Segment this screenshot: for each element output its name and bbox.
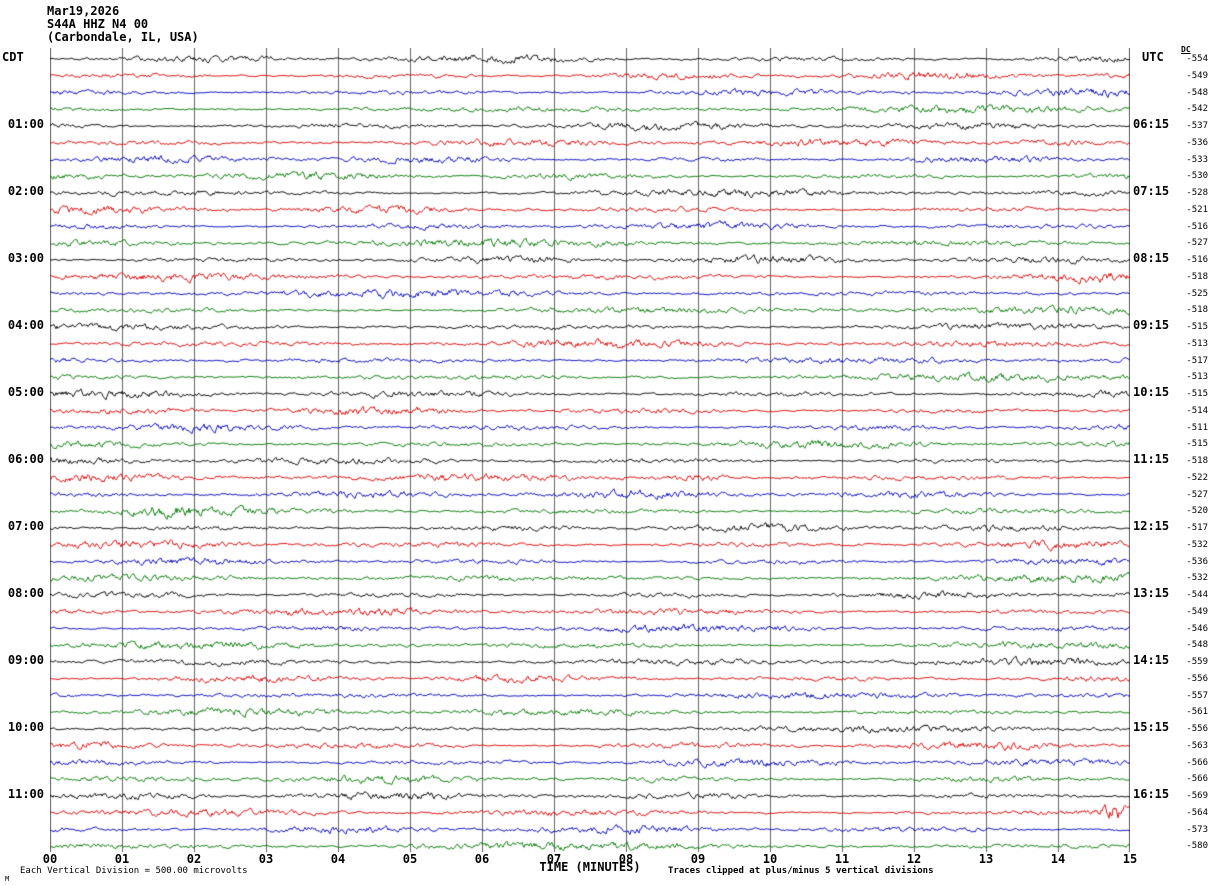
dc-offset-value: -511 xyxy=(1186,422,1208,433)
corner-mark: M xyxy=(5,875,10,883)
dc-offset-value: -533 xyxy=(1186,154,1208,165)
dc-offset-value: -532 xyxy=(1186,539,1208,550)
dc-offset-value: -522 xyxy=(1186,472,1208,483)
dc-offset-value: -513 xyxy=(1186,338,1208,349)
dc-offset-value: -517 xyxy=(1186,355,1208,366)
minute-tick: 02 xyxy=(186,852,202,866)
cdt-hour-label: 05:00 xyxy=(7,385,44,399)
utc-hour-label: 06:15 xyxy=(1133,117,1170,131)
minute-tick: 01 xyxy=(114,852,130,866)
dc-offset-value: -537 xyxy=(1186,121,1208,131)
cdt-hour-label: 01:00 xyxy=(7,117,44,131)
dc-offset-value: -536 xyxy=(1186,556,1208,567)
dc-offset-value: -513 xyxy=(1186,372,1208,383)
dc-offset-value: -549 xyxy=(1186,70,1208,81)
utc-hour-label: 16:15 xyxy=(1133,787,1170,801)
cdt-hour-label: 08:00 xyxy=(7,586,44,600)
dc-offset-value: -518 xyxy=(1186,305,1208,316)
dc-offset-value: -520 xyxy=(1186,506,1208,517)
minute-tick: 08 xyxy=(618,852,634,866)
dc-offset-value: -527 xyxy=(1186,489,1208,500)
dc-offset-value: -559 xyxy=(1186,657,1208,667)
dc-offset-value: -561 xyxy=(1186,707,1208,718)
cdt-hour-label: 11:00 xyxy=(7,787,44,801)
minute-tick: 07 xyxy=(546,852,562,866)
dc-offset-value: -556 xyxy=(1186,673,1208,684)
minute-tick: 13 xyxy=(978,852,994,866)
dc-offset-value: -573 xyxy=(1186,824,1208,835)
dc-offset-value: -518 xyxy=(1186,271,1208,282)
cdt-hour-label: 10:00 xyxy=(7,720,44,734)
minute-tick: 11 xyxy=(834,852,850,866)
utc-hour-label: 14:15 xyxy=(1133,653,1170,667)
dc-offset-value: -518 xyxy=(1186,456,1208,466)
dc-offset-value: -516 xyxy=(1186,221,1208,232)
dc-offset-value: -516 xyxy=(1186,255,1208,265)
dc-offset-value: -566 xyxy=(1186,774,1208,785)
dc-offset-value: -515 xyxy=(1186,439,1208,450)
dc-offset-value: -528 xyxy=(1186,188,1208,198)
dc-offset-value: -515 xyxy=(1186,322,1208,332)
utc-hour-label: 12:15 xyxy=(1133,519,1170,533)
dc-offset-value: -569 xyxy=(1186,791,1208,801)
minute-tick: 00 xyxy=(42,852,58,866)
dc-offset-value: -564 xyxy=(1186,807,1208,818)
dc-offset-value: -544 xyxy=(1186,590,1208,600)
title-station-code: S44A HHZ N4 00 xyxy=(47,17,149,31)
dc-offset-value: -517 xyxy=(1186,523,1208,533)
seismogram-trace-plot xyxy=(50,48,1130,852)
utc-hour-label: 07:15 xyxy=(1133,184,1170,198)
cdt-hour-label: 09:00 xyxy=(7,653,44,667)
title-station-location: (Carbondale, IL, USA) xyxy=(47,30,199,44)
dc-offset-value: -521 xyxy=(1186,204,1208,215)
dc-offset-value: -515 xyxy=(1186,389,1208,399)
utc-hour-label: 15:15 xyxy=(1133,720,1170,734)
minute-tick: 05 xyxy=(402,852,418,866)
utc-hour-label: 09:15 xyxy=(1133,318,1170,332)
utc-hour-label: 13:15 xyxy=(1133,586,1170,600)
dc-offset-value: -514 xyxy=(1186,405,1208,416)
dc-offset-value: -532 xyxy=(1186,573,1208,584)
cdt-hour-label: 02:00 xyxy=(7,184,44,198)
dc-offset-value: -525 xyxy=(1186,288,1208,299)
dc-offset-value: -536 xyxy=(1186,137,1208,148)
x-axis-label: TIME (MINUTES) xyxy=(539,860,641,874)
dc-offset-value: -542 xyxy=(1186,104,1208,115)
dc-offset-value: -527 xyxy=(1186,238,1208,249)
minute-tick: 03 xyxy=(258,852,274,866)
left-timezone-header: CDT xyxy=(2,50,24,64)
dc-offset-value: -548 xyxy=(1186,87,1208,98)
cdt-hour-label: 07:00 xyxy=(7,519,44,533)
footer-scale-note: Each Vertical Division = 500.00 microvol… xyxy=(20,866,248,876)
dc-offset-value: -566 xyxy=(1186,757,1208,768)
footer-clip-note: Traces clipped at plus/minus 5 vertical … xyxy=(668,866,934,876)
dc-offset-value: -563 xyxy=(1186,740,1208,751)
dc-offset-value: -530 xyxy=(1186,171,1208,182)
cdt-hour-label: 03:00 xyxy=(7,251,44,265)
title-date: Mar19,2026 xyxy=(47,4,120,18)
dc-offset-value: -549 xyxy=(1186,606,1208,617)
minute-tick: 04 xyxy=(330,852,346,866)
dc-offset-value: -580 xyxy=(1186,841,1208,852)
minute-tick: 14 xyxy=(1050,852,1066,866)
dc-offset-header: DC xyxy=(1181,45,1191,54)
dc-offset-value: -546 xyxy=(1186,623,1208,634)
minute-tick: 06 xyxy=(474,852,490,866)
utc-hour-label: 11:15 xyxy=(1133,452,1170,466)
minute-tick: 09 xyxy=(690,852,706,866)
minute-tick: 10 xyxy=(762,852,778,866)
dc-offset-value: -556 xyxy=(1186,724,1208,734)
cdt-hour-label: 06:00 xyxy=(7,452,44,466)
minute-tick: 15 xyxy=(1122,852,1138,866)
utc-hour-label: 08:15 xyxy=(1133,251,1170,265)
dc-offset-value: -554 xyxy=(1186,54,1208,64)
station-title-block: Mar19,2026 S44A HHZ N4 00 (Carbondale, I… xyxy=(47,5,199,44)
right-timezone-header: UTC xyxy=(1142,50,1164,64)
dc-offset-value: -548 xyxy=(1186,640,1208,651)
utc-hour-label: 10:15 xyxy=(1133,385,1170,399)
dc-offset-value: -557 xyxy=(1186,690,1208,701)
cdt-hour-label: 04:00 xyxy=(7,318,44,332)
minute-tick: 12 xyxy=(906,852,922,866)
